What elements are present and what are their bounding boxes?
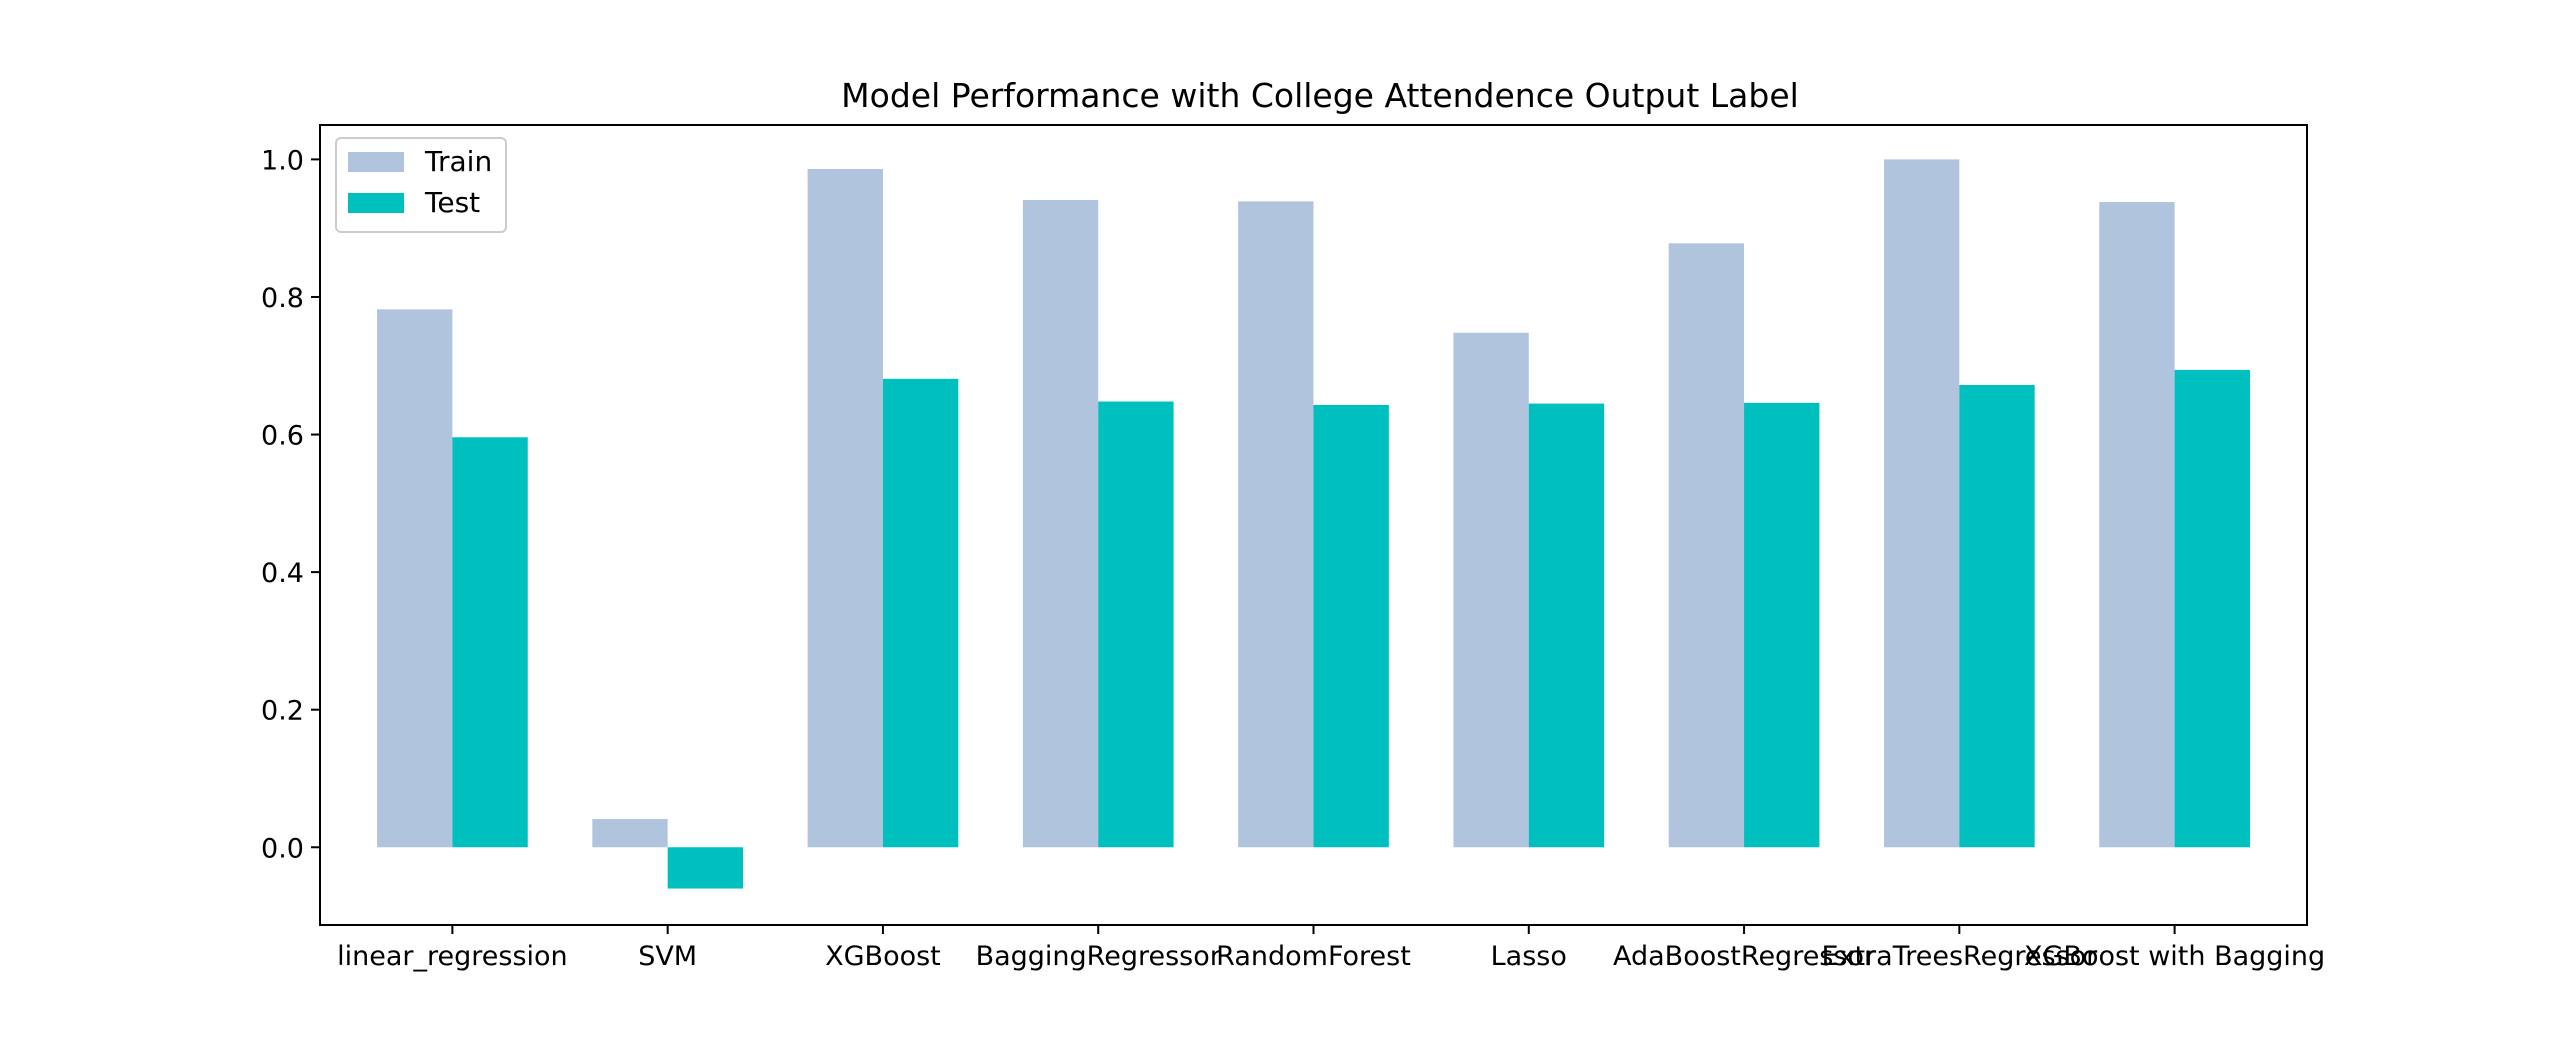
x-tick-label: BaggingRegressor: [976, 941, 1222, 972]
x-tick-label: ExtraTreesRegressor: [1821, 941, 2098, 972]
x-tick-label: XGBoost with Bagging: [2024, 941, 2325, 972]
y-tick-label: 0.6: [261, 421, 304, 452]
bar-test-8: [2174, 369, 2250, 848]
bar-train-6: [1668, 243, 1745, 848]
bar-train-2: [807, 169, 883, 848]
bar-test-3: [1098, 401, 1174, 848]
x-tick-label: RandomForest: [1216, 941, 1411, 972]
bar-train-7: [1883, 159, 1960, 848]
bar-train-8: [2099, 202, 2175, 848]
legend-swatch-train: [348, 152, 404, 172]
bars-group: [377, 159, 2250, 889]
y-tick-label: 0.2: [261, 696, 304, 727]
x-tick-label: linear_regression: [337, 941, 568, 972]
bar-train-3: [1022, 199, 1099, 848]
legend-swatch-test: [348, 193, 404, 213]
legend: Train Test: [335, 137, 507, 233]
bar-train-4: [1238, 201, 1314, 848]
bar-train-5: [1453, 332, 1529, 848]
bar-train-0: [377, 309, 453, 848]
bar-test-4: [1313, 404, 1389, 848]
y-tick-label: 0.4: [261, 558, 304, 589]
y-tick-label: 0.8: [261, 283, 304, 314]
legend-label-test: Test: [424, 186, 480, 219]
bar-test-7: [1959, 385, 2035, 848]
x-tick-label: XGBoost: [825, 941, 941, 972]
chart-title: Model Performance with College Attendenc…: [841, 76, 1799, 115]
y-tick-label: 0.0: [261, 833, 304, 864]
x-tick-label: Lasso: [1491, 941, 1567, 972]
bar-test-5: [1528, 403, 1605, 848]
bar-train-1: [592, 819, 668, 848]
y-tick-label: 1.0: [261, 145, 304, 176]
bar-test-2: [882, 378, 959, 848]
x-tick-label: AdaBoostRegressor: [1613, 941, 1876, 972]
legend-label-train: Train: [424, 145, 492, 178]
x-axis: linear_regression SVM XGBoost BaggingRegres…: [337, 925, 2325, 972]
bar-test-1: [667, 847, 744, 889]
y-axis: 0.0 0.2 0.4 0.6 0.8 1.0: [261, 145, 320, 864]
x-tick-label: SVM: [638, 941, 697, 972]
bar-test-6: [1744, 402, 1820, 848]
plot-frame: [319, 124, 2308, 926]
bar-test-0: [452, 437, 528, 848]
